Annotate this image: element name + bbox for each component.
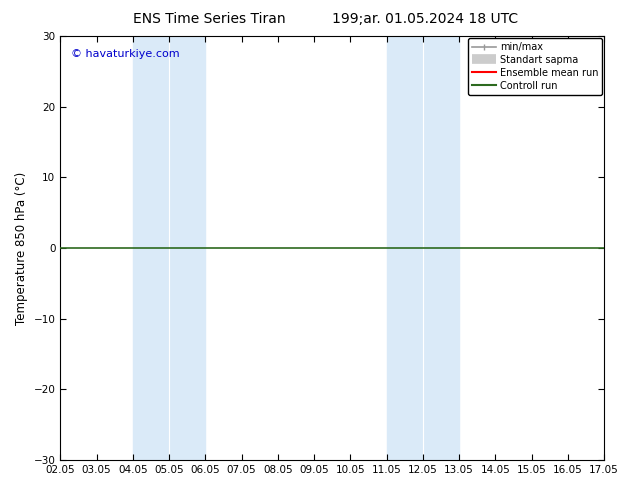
Bar: [169, 36, 205, 460]
Bar: [423, 36, 459, 460]
Legend: min/max, Standart sapma, Ensemble mean run, Controll run: min/max, Standart sapma, Ensemble mean r…: [468, 38, 602, 95]
Text: ENS Time Series Tiran: ENS Time Series Tiran: [133, 12, 285, 26]
Y-axis label: Temperature 850 hPa (°C): Temperature 850 hPa (°C): [15, 172, 28, 325]
Text: 199;ar. 01.05.2024 18 UTC: 199;ar. 01.05.2024 18 UTC: [332, 12, 518, 26]
Bar: [133, 36, 169, 460]
Text: © havaturkiye.com: © havaturkiye.com: [71, 49, 180, 59]
Bar: [387, 36, 423, 460]
